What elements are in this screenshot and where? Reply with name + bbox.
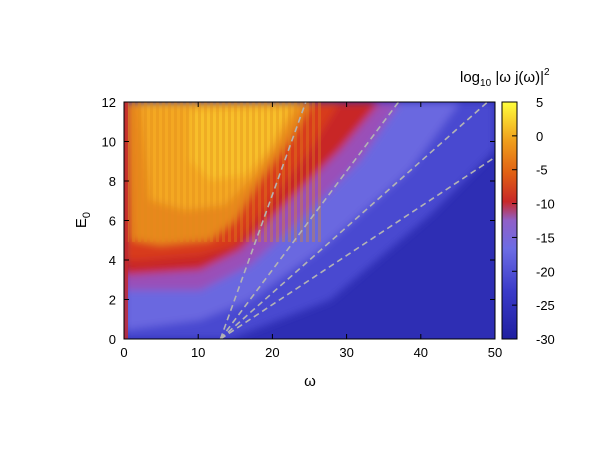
colorbar-tick-label: -15 — [536, 230, 555, 245]
x-axis-label: ω — [304, 373, 316, 390]
colorbar-tick-label: -25 — [536, 298, 555, 313]
x-tick-label: 40 — [414, 345, 428, 360]
colorbar-label: log10 |ω j(ω)|2 — [460, 67, 550, 89]
colorbar-tick-label: 5 — [536, 95, 543, 110]
colorbar-ticks: 5 0 -5 -10 -15 -20 -25 -30 — [512, 95, 555, 347]
y-tick-label: 0 — [109, 332, 116, 347]
colorbar-tick-label: -10 — [536, 197, 555, 212]
colorbar-label-sup: 2 — [544, 67, 550, 78]
y-tick-label: 10 — [102, 135, 116, 150]
colorbar-tick-label: -30 — [536, 332, 555, 347]
y-axis: 0 2 4 6 8 10 12 — [102, 95, 495, 347]
colorbar-label-sub: 10 — [480, 78, 492, 89]
x-tick-label: 0 — [120, 345, 127, 360]
y-axis-label: E0 — [73, 212, 93, 228]
y-tick-label: 8 — [109, 174, 116, 189]
dashed-guide-lines — [219, 101, 496, 340]
colorbar-tick-label: -20 — [536, 264, 555, 279]
x-tick-label: 30 — [339, 345, 353, 360]
y-tick-label: 12 — [102, 95, 116, 110]
y-tick-label: 4 — [109, 253, 116, 268]
x-tick-label: 20 — [265, 345, 279, 360]
y-axis-label-main: E — [73, 218, 90, 228]
heatmap-area — [124, 102, 495, 339]
y-axis-label-sub: 0 — [81, 212, 93, 218]
dashed-line — [219, 101, 307, 340]
colorbar-label-body: |ω j(ω)| — [491, 69, 544, 86]
colorbar-tick-label: -5 — [536, 163, 548, 178]
x-tick-label: 10 — [191, 345, 205, 360]
dashed-line — [220, 156, 496, 340]
y-tick-label: 2 — [109, 293, 116, 308]
y-tick-label: 6 — [109, 214, 116, 229]
colorbar — [501, 101, 518, 340]
x-tick-label: 50 — [488, 345, 502, 360]
colorbar-label-prefix: log — [460, 69, 480, 86]
x-axis: 0 10 20 30 40 50 — [120, 102, 502, 360]
colorbar-tick-label: 0 — [536, 129, 543, 144]
